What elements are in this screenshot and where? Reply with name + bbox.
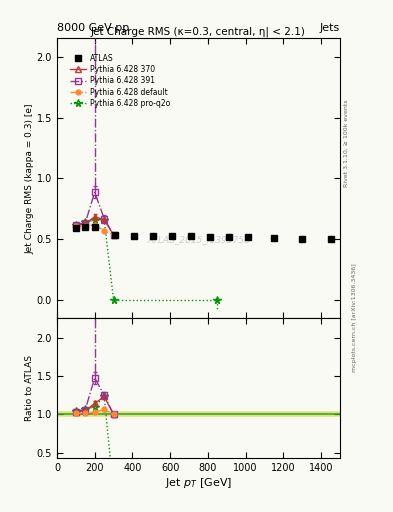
Y-axis label: Jet Charge RMS (kappa = 0.3) [e]: Jet Charge RMS (kappa = 0.3) [e] (25, 103, 34, 253)
Text: mcplots.cern.ch [arXiv:1306.3436]: mcplots.cern.ch [arXiv:1306.3436] (352, 263, 357, 372)
Text: 8000 GeV pp: 8000 GeV pp (57, 23, 129, 33)
X-axis label: Jet $p_{T}$ [GeV]: Jet $p_{T}$ [GeV] (165, 476, 232, 490)
Y-axis label: Ratio to ATLAS: Ratio to ATLAS (25, 355, 34, 421)
Title: Jet Charge RMS (κ=0.3, central, η| < 2.1): Jet Charge RMS (κ=0.3, central, η| < 2.1… (91, 26, 306, 37)
Text: Rivet 3.1.10, ≥ 100k events: Rivet 3.1.10, ≥ 100k events (344, 99, 349, 187)
Legend: ATLAS, Pythia 6.428 370, Pythia 6.428 391, Pythia 6.428 default, Pythia 6.428 pr: ATLAS, Pythia 6.428 370, Pythia 6.428 39… (66, 51, 173, 111)
Text: Jets: Jets (320, 23, 340, 33)
Text: ATLAS_2015_I1393758: ATLAS_2015_I1393758 (147, 236, 250, 244)
